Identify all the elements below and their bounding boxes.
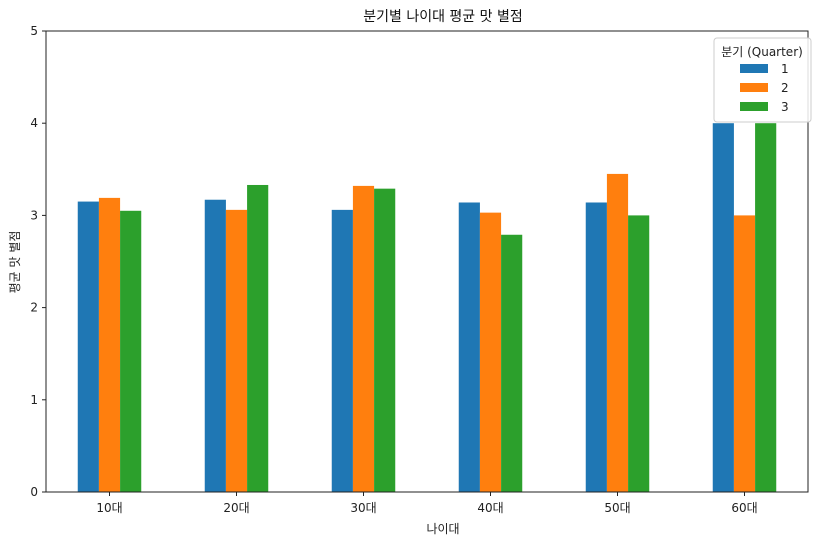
- x-tick-label: 40대: [477, 501, 503, 515]
- y-tick-label: 2: [30, 301, 38, 315]
- bar-series-2-20대: [225, 209, 248, 493]
- legend-label-2: 2: [781, 81, 789, 95]
- bar-series-1-40대: [458, 202, 480, 492]
- bar-series-1-30대: [331, 209, 353, 493]
- bar-series-3-40대: [501, 234, 523, 492]
- bar-series-2-10대: [98, 197, 121, 492]
- y-tick-label: 3: [30, 208, 38, 222]
- y-tick-label: 4: [30, 116, 38, 130]
- bar-series-2-60대: [733, 215, 756, 492]
- bar-series-2-30대: [352, 185, 375, 492]
- bar-series-1-20대: [204, 199, 226, 492]
- x-axis-label: 나이대: [426, 522, 459, 536]
- bar-series-1-50대: [585, 202, 607, 492]
- plot-area: 0 1 2 3 4 5 10대 20대 30대 40대 50대 60대: [30, 24, 809, 515]
- x-tick-label: 30대: [350, 501, 376, 515]
- plot-frame: [45, 30, 809, 493]
- x-tick-label: 50대: [604, 501, 630, 515]
- legend-label-1: 1: [781, 62, 789, 76]
- chart-title: 분기별 나이대 평균 맛 별점: [363, 9, 522, 25]
- bar-series-2-50대: [606, 173, 629, 492]
- legend-swatch-2: [740, 83, 768, 92]
- legend-swatch-3: [740, 102, 768, 111]
- bar-series-3-50대: [628, 215, 650, 492]
- bar-series-1-10대: [77, 201, 99, 492]
- legend-label-3: 3: [781, 100, 789, 114]
- legend-swatch-1: [740, 64, 768, 73]
- legend-title: 분기 (Quarter): [721, 45, 803, 59]
- x-tick-label: 20대: [223, 501, 249, 515]
- bar-series-3-10대: [120, 210, 142, 493]
- x-tick-label: 10대: [96, 501, 122, 515]
- y-tick-label: 0: [30, 485, 38, 499]
- bar-series-1-60대: [712, 123, 734, 492]
- y-tick-label: 1: [30, 393, 38, 407]
- y-tick-label: 5: [30, 24, 38, 38]
- bar-series-3-60대: [755, 123, 777, 492]
- legend-frame: [713, 37, 812, 123]
- bar-series-3-20대: [247, 184, 269, 492]
- x-tick-label: 60대: [731, 501, 757, 515]
- bar-series-2-40대: [479, 212, 502, 492]
- legend: 분기 (Quarter) 1 2 3: [713, 37, 812, 123]
- bar-series-3-30대: [374, 188, 396, 493]
- y-axis-label: 평균 맛 별점: [8, 231, 22, 294]
